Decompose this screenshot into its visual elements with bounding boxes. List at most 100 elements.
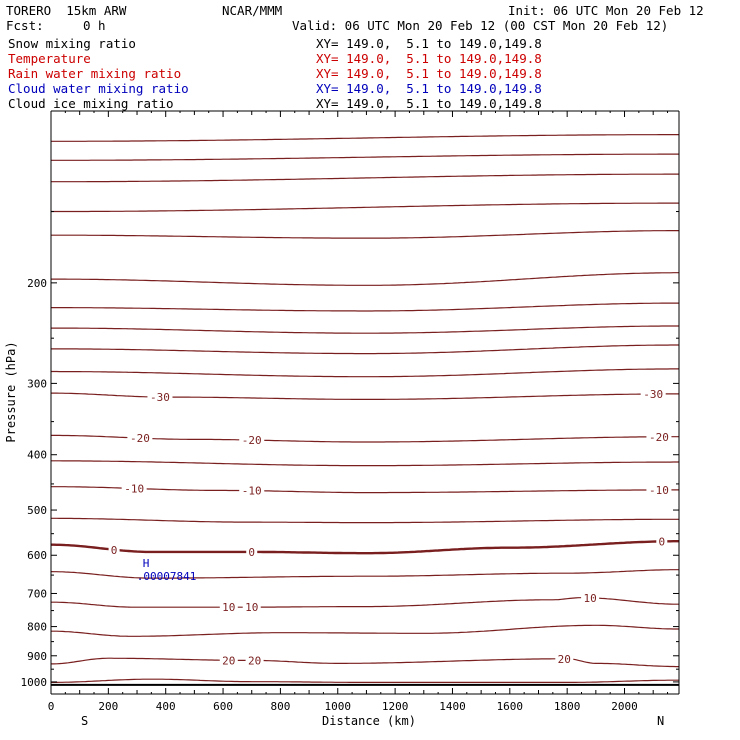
y-axis-label: Pressure (hPa) xyxy=(4,341,18,442)
y-tick-label: 900 xyxy=(27,650,47,663)
valid-time: Valid: 06 UTC Mon 20 Feb 12 (00 CST Mon … xyxy=(292,18,669,33)
isotherm-line xyxy=(51,368,679,378)
contour-label: 0 xyxy=(248,546,255,559)
isotherm-line xyxy=(51,153,679,161)
legend-xy-cloud-water: XY= 149.0, 5.1 to 149.0,149.8 xyxy=(316,81,542,96)
isotherm-line xyxy=(51,597,679,608)
legend-field-cloud-ice: Cloud ice mixing ratio xyxy=(8,96,174,111)
contour-label: 10 xyxy=(222,601,235,614)
x-tick-label: 400 xyxy=(156,700,176,713)
x-tick-label: 600 xyxy=(213,700,233,713)
contour-label: 0 xyxy=(111,544,118,557)
forecast-label: Fcst: xyxy=(6,18,44,33)
y-tick-label: 1000 xyxy=(21,676,48,689)
forecast-hour: 0 h xyxy=(83,18,106,33)
isotherm-line xyxy=(51,202,679,213)
legend-field-rain: Rain water mixing ratio xyxy=(8,66,182,81)
contour-label-bg xyxy=(640,388,666,401)
x-axis-label: Distance (km) xyxy=(322,714,416,728)
legend-field-temperature: Temperature xyxy=(8,51,91,66)
contour-label: -10 xyxy=(242,485,262,498)
contour-label-bg xyxy=(245,654,264,667)
contour-label-bg xyxy=(239,484,265,497)
isotherm-line xyxy=(51,230,679,239)
temperature-contours xyxy=(50,134,679,683)
contour-label: 20 xyxy=(222,654,235,667)
contour-label-bg xyxy=(242,601,261,614)
cloud-water-max-label: H xyxy=(143,557,150,570)
isotherm-line xyxy=(51,460,679,467)
isotherm-line xyxy=(51,272,679,286)
x-tick-label: 1000 xyxy=(325,700,352,713)
contour-label: -30 xyxy=(150,391,170,404)
contour-label-bg xyxy=(555,652,574,665)
contour-label-bg xyxy=(219,654,238,667)
contour-label-bg xyxy=(656,535,668,548)
y-tick-label: 500 xyxy=(27,504,47,517)
isotherm-line xyxy=(51,302,679,312)
contour-label-bg xyxy=(246,545,258,558)
isotherm-line xyxy=(50,569,679,579)
contour-label: -20 xyxy=(649,431,669,444)
contour-label-bg xyxy=(239,434,265,447)
freezing-level-contour xyxy=(51,540,679,555)
contour-label: 20 xyxy=(248,654,261,667)
contour-label-bg xyxy=(581,591,600,604)
y-tick-label: 800 xyxy=(27,621,47,634)
isotherm-line xyxy=(51,344,679,355)
isotherm-line xyxy=(51,434,679,443)
contour-label-bg xyxy=(646,483,672,496)
legend-xy-temperature: XY= 149.0, 5.1 to 149.0,149.8 xyxy=(316,51,542,66)
contour-label: 10 xyxy=(245,601,258,614)
contour-label-bg xyxy=(121,482,147,495)
y-tick-label: 600 xyxy=(27,549,47,562)
center-label: NCAR/MMM xyxy=(222,3,283,18)
y-tick-label: 200 xyxy=(27,277,47,290)
x-tick-label: 2000 xyxy=(611,700,638,713)
contour-label-bg xyxy=(147,391,173,404)
contour-label: -10 xyxy=(649,484,669,497)
legend-xy-snow: XY= 149.0, 5.1 to 149.0,149.8 xyxy=(316,36,542,51)
isotherm-line xyxy=(51,486,679,494)
contour-label-bg xyxy=(108,543,120,556)
isotherm-line xyxy=(51,392,679,400)
contour-label-bg xyxy=(646,430,672,443)
contour-label: -10 xyxy=(124,482,144,495)
x-tick-label: 1600 xyxy=(497,700,524,713)
x-tick-label: 200 xyxy=(98,700,118,713)
isotherm-line xyxy=(51,517,679,524)
x-tick-label: 0 xyxy=(48,700,55,713)
contour-label-bg xyxy=(127,432,153,445)
y-tick-label: 400 xyxy=(27,449,47,462)
contour-labels: -30 -30 -20 -20 -20 -10 -10 -10 0 0 0 10 10 10 20 20 20 xyxy=(108,388,672,667)
legend-xy-rain: XY= 149.0, 5.1 to 149.0,149.8 xyxy=(316,66,542,81)
contour-label: 10 xyxy=(583,592,596,605)
legend-field-snow: Snow mixing ratio xyxy=(8,36,136,51)
isotherm-line xyxy=(51,678,679,683)
isotherm-line xyxy=(51,624,679,637)
y-tick-label: 300 xyxy=(27,377,47,390)
x-tick-label: 800 xyxy=(270,700,290,713)
isotherm-line xyxy=(51,657,679,668)
x-tick-label: 1400 xyxy=(439,700,466,713)
contour-label: 20 xyxy=(558,653,571,666)
isotherm-line xyxy=(51,173,679,183)
contour-label: -20 xyxy=(130,432,150,445)
x-tick-label: 1200 xyxy=(382,700,409,713)
left-endpoint-label: S xyxy=(81,714,88,728)
contour-label: -30 xyxy=(643,388,663,401)
legend-field-cloud-water: Cloud water mixing ratio xyxy=(8,81,189,96)
contour-label-bg xyxy=(219,601,238,614)
init-time: Init: 06 UTC Mon 20 Feb 12 xyxy=(508,3,704,18)
model-title: TORERO 15km ARW xyxy=(6,3,127,18)
contour-label: -20 xyxy=(242,434,262,447)
cloud-water-max-value: .00007841 xyxy=(137,570,197,583)
isotherm-line xyxy=(51,134,679,142)
contour-label: 0 xyxy=(658,535,665,548)
y-tick-label: 700 xyxy=(27,587,47,600)
right-endpoint-label: N xyxy=(657,714,664,728)
isotherm-line xyxy=(51,325,679,334)
legend-xy-cloud-ice: XY= 149.0, 5.1 to 149.0,149.8 xyxy=(316,96,542,111)
